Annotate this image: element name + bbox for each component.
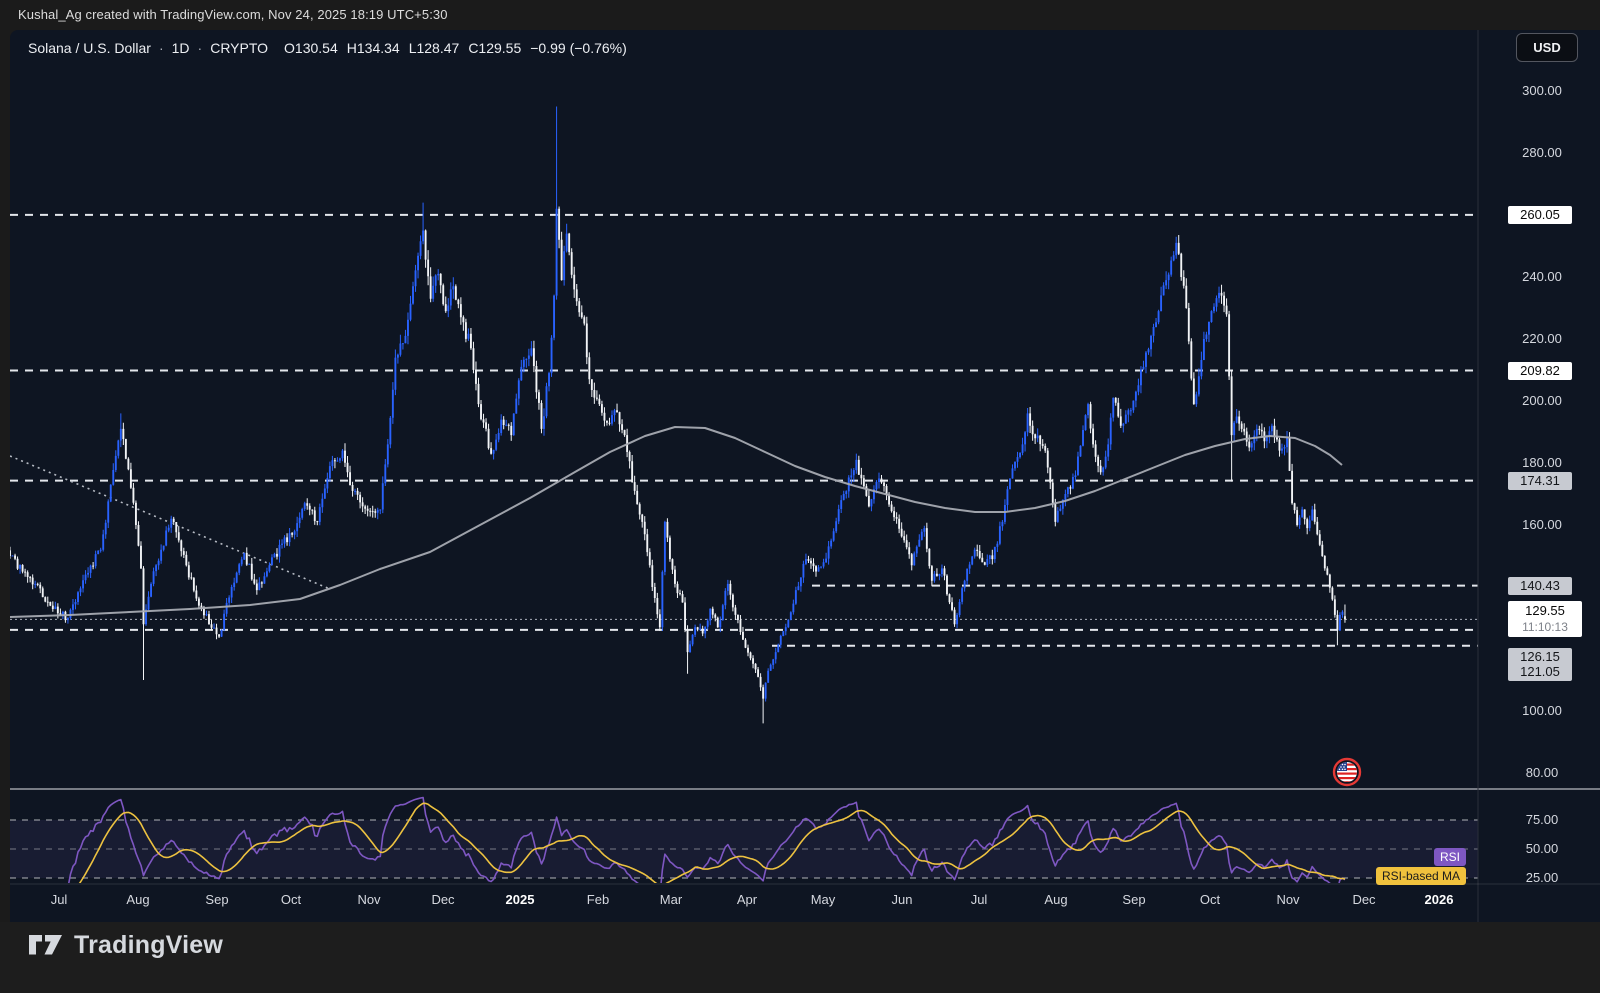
level-price-label[interactable]: 121.05 <box>1508 663 1572 681</box>
price-tick: 160.00 <box>1522 517 1562 532</box>
rsi-band <box>10 820 1478 878</box>
moving-average-line[interactable] <box>10 426 1343 618</box>
tradingview-logo[interactable]: TradingView <box>28 930 223 960</box>
bar-countdown: 11:10:13 <box>1522 620 1568 635</box>
trend-line[interactable] <box>10 455 331 590</box>
month-label[interactable]: Feb <box>586 892 610 907</box>
down-candle-wicks <box>10 206 1346 724</box>
level-price-label[interactable]: 174.31 <box>1508 471 1572 490</box>
price-tick: 180.00 <box>1522 455 1562 470</box>
watermark-text: Kushal_Ag created with TradingView.com, … <box>18 7 448 22</box>
rsi-tick: 50.00 <box>1525 841 1559 856</box>
month-label[interactable]: Jul <box>50 892 68 907</box>
rsi-tick: 25.00 <box>1525 870 1559 885</box>
month-label[interactable]: May <box>810 892 836 907</box>
month-label[interactable]: 2026 <box>1424 892 1454 907</box>
price-tick: 100.00 <box>1522 703 1562 718</box>
chart-canvas[interactable] <box>10 30 1600 922</box>
currency-button[interactable]: USD <box>1516 33 1578 62</box>
watermark-bar: Kushal_Ag created with TradingView.com, … <box>0 0 1600 30</box>
candlestick-layer <box>10 106 1346 724</box>
month-label[interactable]: 2025 <box>505 892 535 907</box>
price-tick: 220.00 <box>1522 331 1562 346</box>
separator-dot: · <box>197 40 203 56</box>
rsi-badge[interactable]: RSI <box>1433 848 1466 866</box>
tradingview-logo-mark <box>29 935 62 955</box>
rsi-pane-layer <box>67 796 1346 886</box>
down-candle-bodies <box>10 208 1346 699</box>
month-label[interactable]: Mar <box>659 892 683 907</box>
month-label[interactable]: Jul <box>970 892 988 907</box>
symbol-info-bar[interactable]: Solana / U.S. Dollar · 1D · CRYPTO O130.… <box>28 37 636 59</box>
ohlc-high: H134.34 <box>346 40 400 56</box>
interval-label[interactable]: 1D <box>171 40 190 56</box>
month-label[interactable]: Sep <box>1122 892 1146 907</box>
rsi-ma-line[interactable] <box>78 802 1346 886</box>
ohlc-low: L128.47 <box>408 40 460 56</box>
level-price-label[interactable]: 209.82 <box>1508 361 1572 380</box>
separator-dot: · <box>158 40 164 56</box>
chart-window[interactable]: Solana / U.S. Dollar · 1D · CRYPTO O130.… <box>10 30 1600 922</box>
ohlc-open: O130.54 <box>284 40 338 56</box>
price-tick: 280.00 <box>1522 145 1562 160</box>
symbol-title[interactable]: Solana / U.S. Dollar <box>28 40 151 56</box>
us-flag-event-icon[interactable] <box>1332 757 1362 787</box>
brand-text: TradingView <box>74 930 224 959</box>
price-tick: 200.00 <box>1522 393 1562 408</box>
exchange-label: CRYPTO <box>210 40 269 56</box>
price-tick: 300.00 <box>1522 83 1562 98</box>
current-price-label[interactable]: 129.55 11:10:13 <box>1508 601 1582 638</box>
month-label[interactable]: Nov <box>357 892 381 907</box>
month-label[interactable]: Oct <box>280 892 302 907</box>
rsi-ma-badge[interactable]: RSI-based MA <box>1375 867 1466 885</box>
price-tick: 240.00 <box>1522 269 1562 284</box>
month-label[interactable]: Dec <box>1352 892 1376 907</box>
up-candle-wicks <box>12 106 1343 702</box>
month-label[interactable]: Dec <box>431 892 455 907</box>
ohlc-close: C129.55 <box>468 40 522 56</box>
month-label[interactable]: Oct <box>1199 892 1221 907</box>
level-price-label[interactable]: 126.15 <box>1508 648 1572 666</box>
month-label[interactable]: Aug <box>1044 892 1068 907</box>
month-label[interactable]: Aug <box>126 892 150 907</box>
bottom-bar: TradingView <box>0 922 1600 993</box>
price-tick: 80.00 <box>1525 765 1559 780</box>
month-label[interactable]: Sep <box>205 892 229 907</box>
current-price-value: 129.55 <box>1525 603 1565 619</box>
level-price-label[interactable]: 260.05 <box>1508 205 1572 224</box>
month-label[interactable]: Nov <box>1276 892 1300 907</box>
change-label: −0.99 (−0.76%) <box>530 40 627 56</box>
rsi-tick: 75.00 <box>1525 812 1559 827</box>
month-label[interactable]: Jun <box>891 892 913 907</box>
month-label[interactable]: Apr <box>736 892 758 907</box>
level-price-label[interactable]: 140.43 <box>1508 576 1572 595</box>
